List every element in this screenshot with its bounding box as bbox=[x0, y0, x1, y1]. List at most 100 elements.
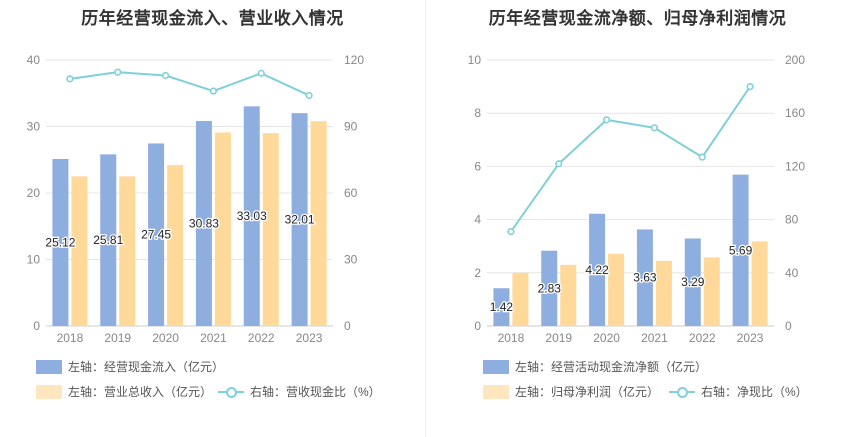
bar-series-2 bbox=[262, 133, 279, 326]
legend-label: 左轴：经营活动现金流净额（亿元） bbox=[515, 360, 708, 374]
x-axis-tick-label: 2022 bbox=[248, 331, 275, 345]
right-axis-tick-label: 0 bbox=[785, 319, 792, 333]
legend-item-net-profit[interactable]: 左轴：归母净利润（亿元） bbox=[483, 383, 659, 400]
x-axis-tick-label: 2019 bbox=[545, 331, 572, 345]
x-axis-tick-label: 2021 bbox=[200, 331, 227, 345]
bar-series-2 bbox=[655, 260, 672, 326]
legend-item-net-cash-ratio[interactable]: 右轴：净现比（%） bbox=[669, 383, 808, 400]
bar-series-2 bbox=[310, 121, 327, 327]
right-axis-tick-label: 160 bbox=[785, 106, 805, 120]
legend-item-revenue-cash-ratio[interactable]: 右轴：营收现金比（%） bbox=[218, 383, 381, 400]
legend-swatch-line-icon bbox=[218, 385, 244, 399]
legend-label: 左轴：归母净利润（亿元） bbox=[515, 385, 660, 399]
x-axis-tick-label: 2020 bbox=[152, 331, 179, 345]
x-axis-tick-label: 2020 bbox=[593, 331, 620, 345]
bar-series-2 bbox=[703, 257, 720, 326]
bar-data-label: 2.83 bbox=[538, 281, 562, 295]
left-axis-tick-label: 0 bbox=[33, 319, 40, 333]
legend-item-net-cash-flow[interactable]: 左轴：经营活动现金流净额（亿元） bbox=[483, 358, 707, 375]
line-point bbox=[698, 153, 706, 161]
chart-title: 历年经营现金流净额、归母净利润情况 bbox=[488, 9, 787, 28]
left-axis-tick-label: 0 bbox=[474, 319, 481, 333]
line-point bbox=[746, 82, 754, 91]
left-axis-tick-label: 10 bbox=[468, 53, 482, 67]
bar-series-1 bbox=[148, 143, 165, 326]
chart-title: 历年经营现金流入、营业收入情况 bbox=[81, 9, 344, 28]
line-point bbox=[305, 91, 313, 100]
bar-data-label: 5.69 bbox=[729, 243, 753, 257]
bar-data-label: 33.03 bbox=[237, 209, 267, 223]
line-point bbox=[161, 71, 170, 80]
x-axis-tick-label: 2019 bbox=[104, 331, 131, 345]
right-axis-tick-label: 40 bbox=[785, 266, 799, 280]
left-axis-tick-label: 8 bbox=[474, 106, 481, 120]
line-point bbox=[555, 160, 563, 168]
line-point bbox=[114, 68, 122, 76]
left-axis-tick-label: 2 bbox=[474, 266, 481, 280]
right-axis-tick-label: 0 bbox=[344, 319, 351, 333]
legend-swatch-bar-icon bbox=[483, 359, 509, 374]
bar-series-2 bbox=[512, 272, 529, 326]
bar-series-1 bbox=[493, 288, 510, 326]
right-axis-tick-label: 90 bbox=[344, 120, 358, 134]
x-axis-tick-label: 2021 bbox=[641, 331, 668, 345]
bar-series-2 bbox=[71, 176, 88, 326]
bar-series-2 bbox=[214, 132, 231, 326]
right-axis-tick-label: 30 bbox=[344, 253, 358, 267]
right-axis-tick-label: 120 bbox=[785, 159, 805, 173]
line-point bbox=[66, 75, 74, 83]
line-series bbox=[510, 86, 751, 233]
legend-label: 右轴：净现比（%） bbox=[701, 385, 808, 399]
bar-data-label: 3.29 bbox=[681, 275, 705, 289]
right-axis-tick-label: 120 bbox=[344, 53, 364, 67]
line-point bbox=[650, 124, 659, 132]
bar-series-1 bbox=[291, 113, 308, 326]
chart-canvas: 0 0 10 30 20 60 30 90 40 120 2018 2019 2020 2021 2022 2… bbox=[27, 53, 365, 345]
legend-swatch-line-icon bbox=[669, 385, 695, 399]
panel-divider bbox=[425, 0, 426, 437]
bar-data-label: 27.45 bbox=[141, 228, 171, 242]
bar-data-label: 30.83 bbox=[189, 216, 219, 230]
chart-canvas: 0 0 2 40 4 80 6 120 8 160 10 200 2018 2019 2020 2021 202… bbox=[468, 53, 806, 345]
x-axis-tick-label: 2018 bbox=[498, 331, 525, 345]
legend-label: 左轴：营业总收入（亿元） bbox=[68, 385, 213, 399]
line-point bbox=[209, 87, 218, 95]
x-axis-tick-label: 2022 bbox=[689, 331, 716, 345]
legend-item-revenue[interactable]: 左轴：营业总收入（亿元） bbox=[36, 383, 212, 400]
bar-series-1 bbox=[52, 158, 69, 326]
left-axis-tick-label: 30 bbox=[27, 120, 41, 134]
legend-swatch-bar-icon bbox=[36, 359, 62, 374]
left-axis-tick-label: 10 bbox=[27, 253, 41, 267]
bar-series-1 bbox=[541, 250, 558, 326]
left-axis-tick-label: 6 bbox=[474, 159, 481, 173]
bar-series-2 bbox=[119, 176, 136, 326]
line-series bbox=[69, 71, 310, 97]
left-axis-tick-label: 4 bbox=[474, 213, 481, 227]
bar-data-label: 25.12 bbox=[45, 235, 75, 249]
x-axis-tick-label: 2023 bbox=[296, 331, 323, 345]
bar-data-label: 3.63 bbox=[633, 271, 657, 285]
line-point bbox=[602, 116, 611, 124]
bar-data-label: 25.81 bbox=[93, 233, 123, 247]
bar-data-label: 4.22 bbox=[585, 263, 609, 277]
legend-label: 左轴：经营现金流入（亿元） bbox=[68, 360, 225, 374]
right-axis-tick-label: 60 bbox=[344, 186, 358, 200]
chart-panel-cash-inflow-revenue: 历年经营现金流入、营业收入情况 0 0 10 30 20 60 30 90 40 120 2018 2… bbox=[27, 9, 381, 400]
x-axis-tick-label: 2023 bbox=[737, 331, 764, 345]
left-axis-tick-label: 40 bbox=[27, 53, 41, 67]
bar-series-1 bbox=[732, 174, 749, 326]
x-axis-tick-label: 2018 bbox=[57, 331, 84, 345]
legend-label: 右轴：营收现金比（%） bbox=[250, 385, 381, 399]
chart-panel-net-cash-profit: 历年经营现金流净额、归母净利润情况 0 0 2 40 4 80 6 120 8 160 10 200 2… bbox=[425, 0, 850, 437]
right-axis-tick-label: 200 bbox=[785, 53, 805, 67]
bar-series-1 bbox=[195, 120, 212, 326]
right-axis-tick-label: 80 bbox=[785, 213, 799, 227]
line-point bbox=[257, 69, 265, 77]
legend-swatch-bar-icon bbox=[36, 384, 62, 399]
bar-series-2 bbox=[560, 264, 577, 326]
bar-series-2 bbox=[751, 241, 768, 326]
legend-item-cash-inflow[interactable]: 左轴：经营现金流入（亿元） bbox=[36, 358, 224, 375]
bar-series-1 bbox=[100, 154, 117, 326]
bar-series-1 bbox=[636, 229, 653, 326]
bar-series-2 bbox=[167, 165, 184, 326]
